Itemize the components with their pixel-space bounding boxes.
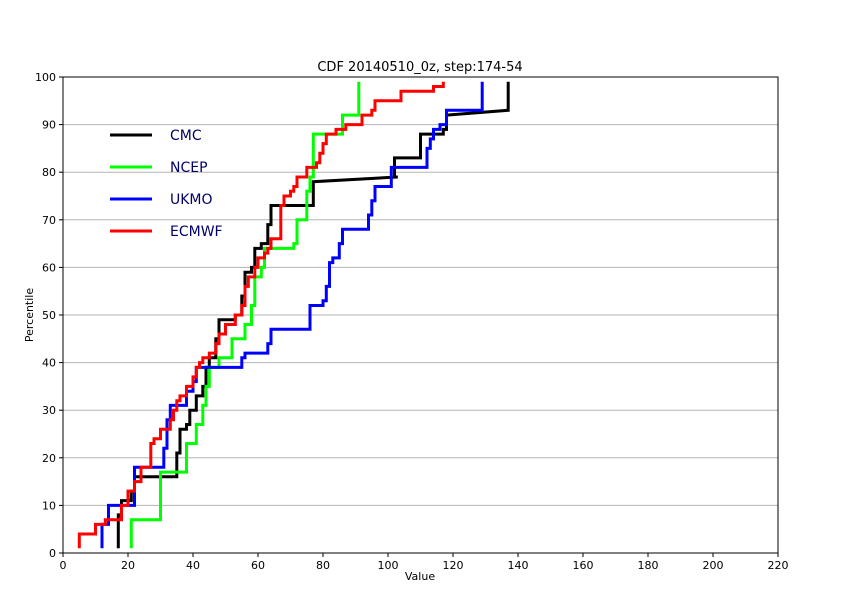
- series-line-cmc: [116, 81, 510, 549]
- x-tick-label: 200: [703, 559, 724, 572]
- y-axis-ticks: 0 10 20 30 40 50 60 70 80 90 100: [35, 71, 63, 560]
- x-tick-label: 60: [251, 559, 265, 572]
- x-axis-label: Value: [405, 570, 435, 583]
- grid-lines: [63, 124, 778, 506]
- series-line-ukmo: [100, 81, 484, 549]
- x-tick-label: 20: [121, 559, 135, 572]
- x-tick-label: 0: [60, 559, 67, 572]
- y-tick-label: 50: [42, 309, 56, 322]
- series-line-ecmwf: [77, 81, 445, 549]
- legend: CMC NCEP UKMO ECMWF: [110, 128, 223, 240]
- legend-label-ecmwf: ECMWF: [170, 224, 223, 240]
- chart-title: CDF 20140510_0z, step:174-54: [317, 60, 522, 75]
- legend-label-cmc: CMC: [170, 128, 202, 144]
- series-line-ncep: [129, 81, 361, 549]
- x-tick-label: 140: [508, 559, 529, 572]
- y-tick-label: 40: [42, 357, 56, 370]
- x-tick-label: 180: [638, 559, 659, 572]
- x-tick-label: 220: [768, 559, 789, 572]
- y-tick-label: 70: [42, 214, 56, 227]
- y-tick-label: 20: [42, 452, 56, 465]
- legend-label-ukmo: UKMO: [170, 192, 213, 208]
- x-tick-label: 100: [378, 559, 399, 572]
- series-lines: [77, 81, 510, 549]
- y-axis-label: Percentile: [23, 288, 36, 343]
- y-tick-label: 100: [35, 71, 56, 84]
- y-tick-label: 80: [42, 166, 56, 179]
- x-tick-label: 120: [443, 559, 464, 572]
- y-tick-label: 60: [42, 261, 56, 274]
- y-tick-label: 0: [49, 547, 56, 560]
- y-tick-label: 90: [42, 119, 56, 132]
- x-tick-label: 160: [573, 559, 594, 572]
- y-tick-label: 10: [42, 499, 56, 512]
- x-tick-label: 40: [186, 559, 200, 572]
- legend-label-ncep: NCEP: [170, 160, 208, 176]
- x-axis-ticks: 0 20 40 60 80 100 120 140 160 180 200 220: [60, 553, 789, 572]
- y-tick-label: 30: [42, 404, 56, 417]
- x-tick-label: 80: [316, 559, 330, 572]
